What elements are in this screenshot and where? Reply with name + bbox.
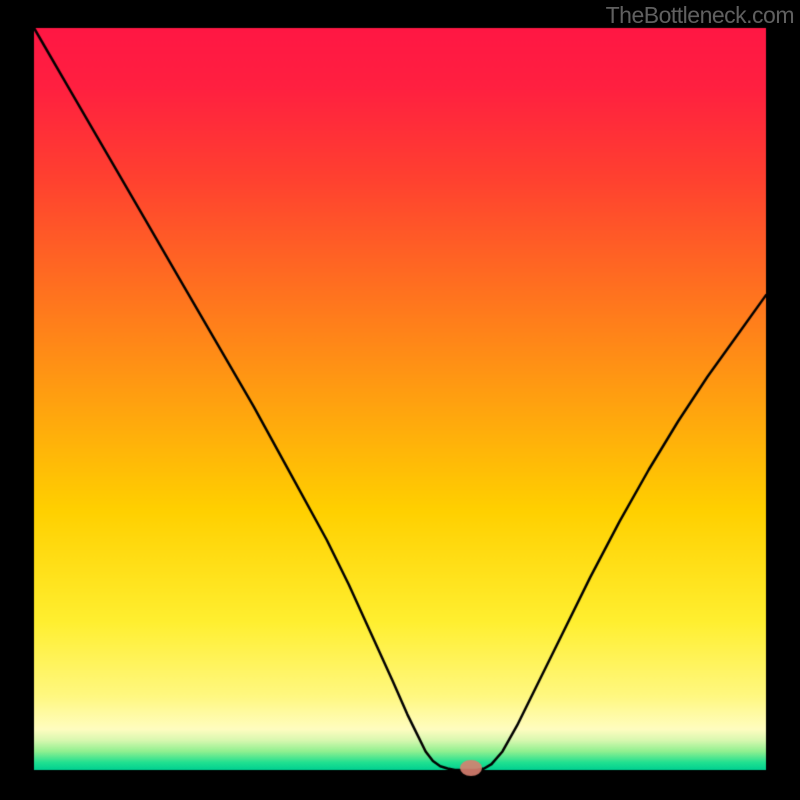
bottleneck-curve-chart: [0, 0, 800, 800]
chart-container: TheBottleneck.com: [0, 0, 800, 800]
watermark-text: TheBottleneck.com: [606, 2, 794, 29]
